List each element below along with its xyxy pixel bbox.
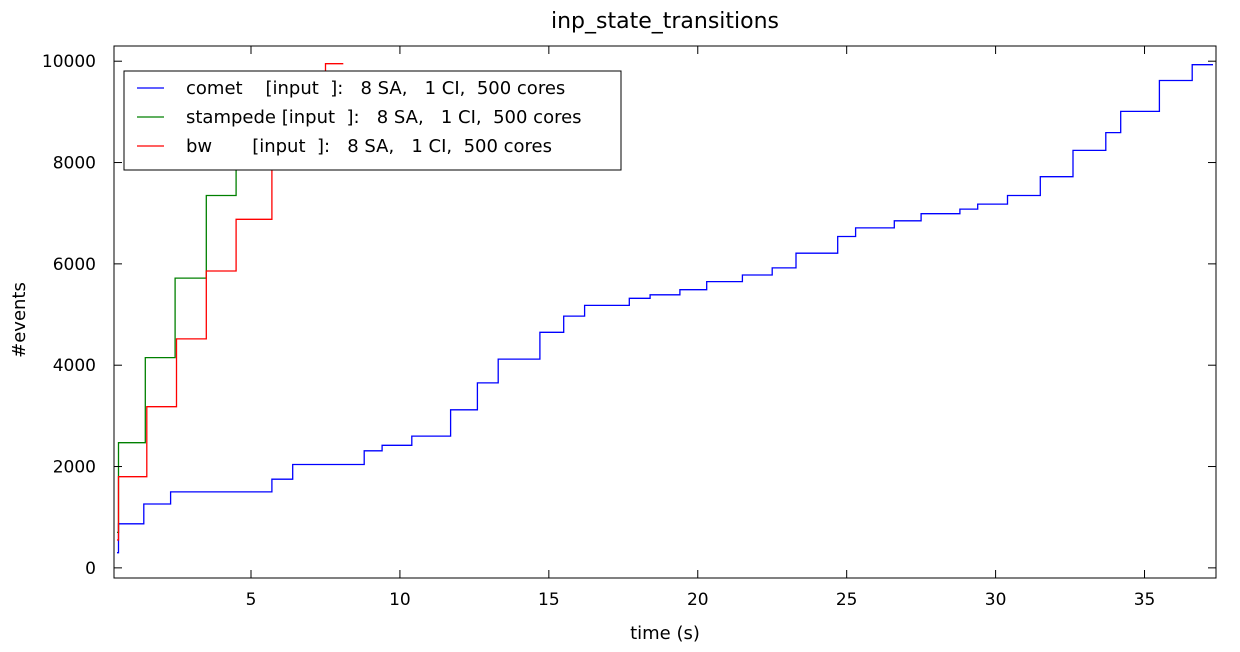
legend: comet [input ]: 8 SA, 1 CI, 500 cores sta… — [123, 70, 622, 171]
x-tick-label-3: 20 — [687, 590, 709, 610]
y-tick-label-1: 2000 — [53, 458, 96, 478]
ticks-layer: 5 10 15 20 25 30 35 0 2000 4000 6000 8000 10000 — [42, 46, 1216, 610]
legend-label-1: stampede [input ]: 8 SA, 1 CI, 500 cores — [186, 107, 582, 128]
y-tick-label-4: 8000 — [53, 154, 96, 174]
y-tick-label-0: 0 — [85, 559, 96, 579]
x-tick-label-2: 15 — [538, 590, 560, 610]
plot-frame — [113, 45, 1217, 579]
y-tick-label-3: 6000 — [53, 255, 96, 275]
y-tick-label-2: 4000 — [53, 356, 96, 376]
legend-label-0: comet [input ]: 8 SA, 1 CI, 500 cores — [186, 78, 565, 99]
x-tick-label-0: 5 — [246, 590, 257, 610]
legend-box — [123, 70, 622, 171]
chart-title: inp_state_transitions — [551, 9, 779, 34]
x-axis-label: time (s) — [630, 623, 700, 644]
x-tick-label-4: 25 — [836, 590, 858, 610]
x-tick-label-6: 35 — [1134, 590, 1156, 610]
legend-label-2: bw [input ]: 8 SA, 1 CI, 500 cores — [186, 136, 552, 157]
y-axis-label: #events — [9, 282, 30, 358]
series-line-1 — [117, 167, 237, 534]
series-line-0 — [117, 64, 1213, 554]
x-tick-label-1: 10 — [389, 590, 411, 610]
x-tick-label-5: 30 — [985, 590, 1007, 610]
y-tick-label-5: 10000 — [42, 52, 96, 72]
